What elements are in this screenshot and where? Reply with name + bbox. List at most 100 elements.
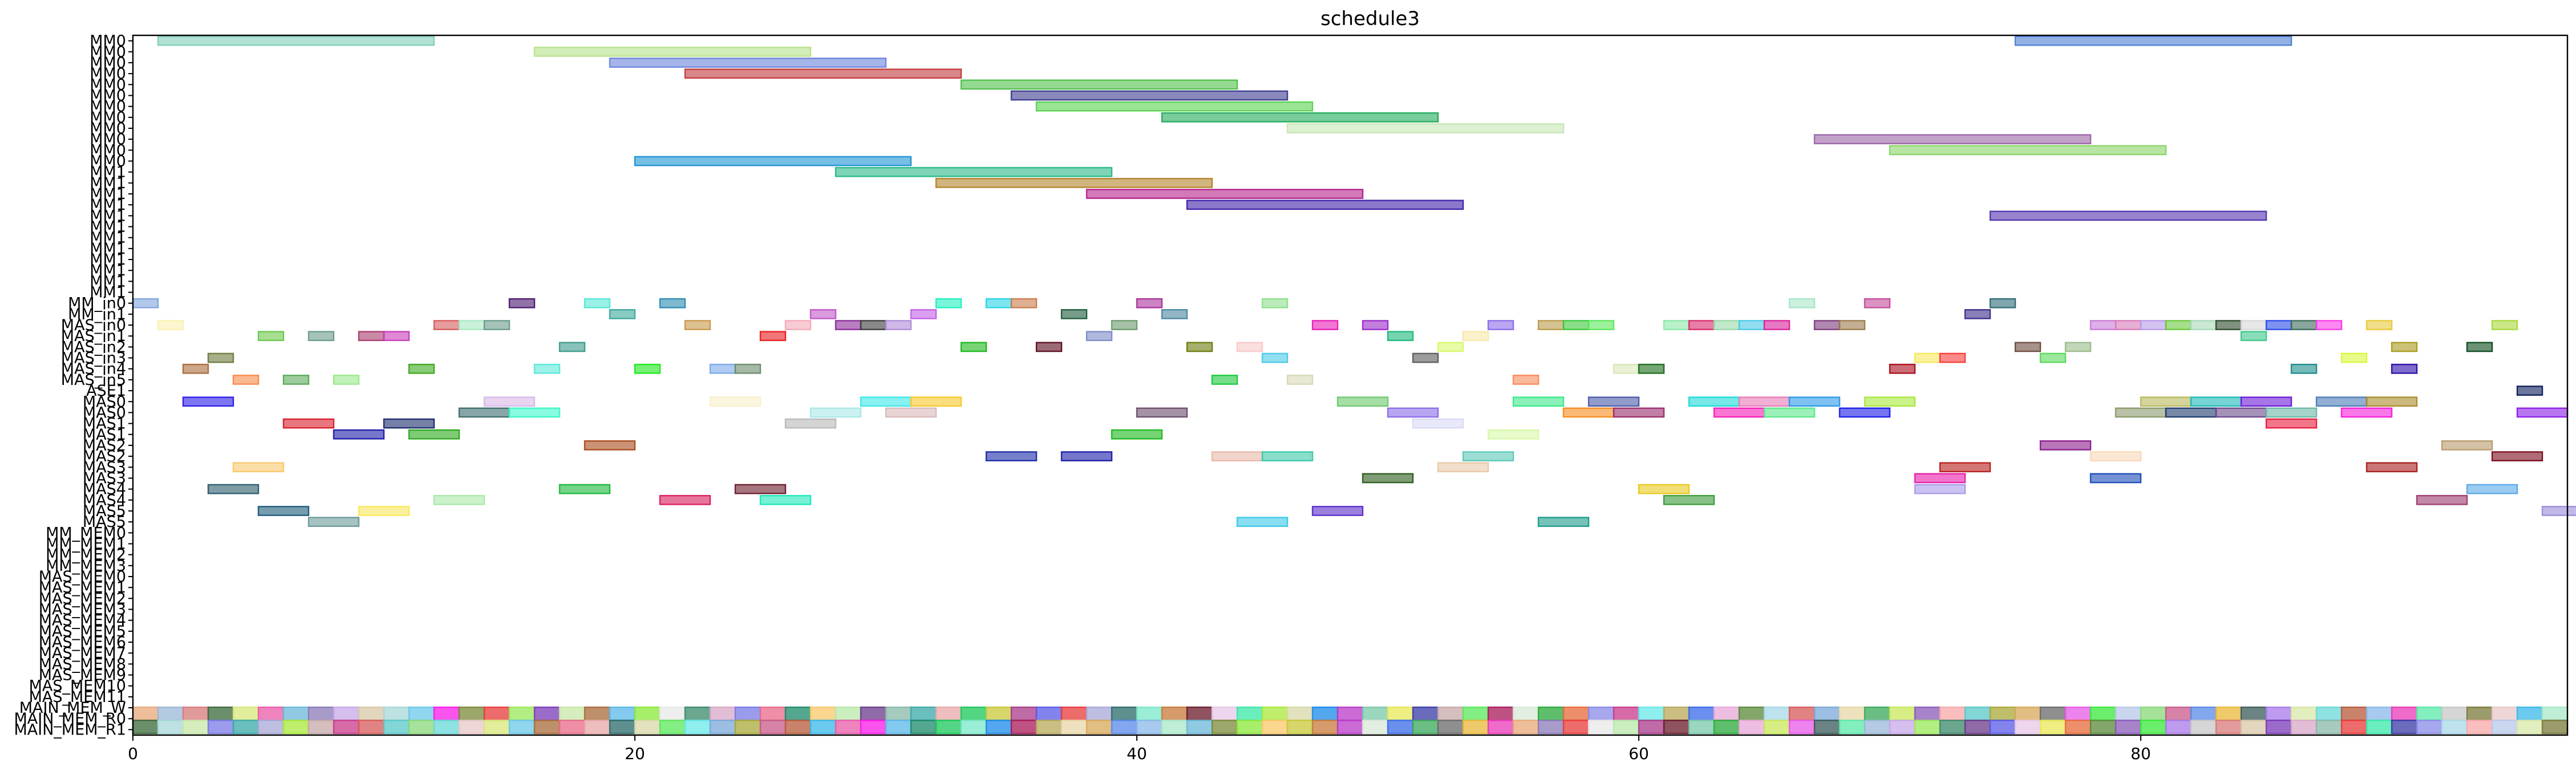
memory-slot xyxy=(835,719,862,735)
schedule-bar xyxy=(1362,473,1414,484)
memory-slot xyxy=(985,719,1012,735)
schedule-bar xyxy=(1864,396,1916,407)
schedule-bar xyxy=(885,407,937,418)
memory-slot xyxy=(1864,719,1891,735)
x-tick-label: 40 xyxy=(1127,744,1147,763)
memory-slot xyxy=(609,719,636,735)
memory-slot xyxy=(458,706,485,721)
memory-slot xyxy=(1914,719,1941,735)
y-tick-label: ASE1 xyxy=(86,382,126,400)
schedule-bar xyxy=(1437,342,1464,352)
memory-slot xyxy=(860,706,887,721)
memory-slot xyxy=(1311,706,1339,721)
schedule-bar xyxy=(207,484,260,494)
y-tick-label: MAIN_MEM_R0 xyxy=(14,710,126,728)
memory-slot xyxy=(2190,719,2217,735)
memory-slot xyxy=(2215,719,2242,735)
schedule-bar xyxy=(2290,320,2318,330)
y-tick-label: MAS_in2 xyxy=(61,338,126,356)
memory-slot xyxy=(1136,706,1163,721)
memory-slot xyxy=(1362,706,1389,721)
schedule-bar xyxy=(2290,363,2318,374)
y-tick-label: MM0 xyxy=(90,54,126,72)
y-tick-label: MM_in1 xyxy=(68,306,126,323)
schedule-bar xyxy=(132,298,159,309)
schedule-bar xyxy=(1813,320,1841,330)
schedule-bar xyxy=(2240,396,2293,407)
memory-slot xyxy=(584,719,611,735)
memory-slot xyxy=(383,719,410,735)
schedule-bar xyxy=(2441,440,2493,451)
schedule-bar xyxy=(2190,396,2242,407)
y-tick-label: MM0 xyxy=(90,109,126,127)
memory-slot xyxy=(508,706,536,721)
memory-slot xyxy=(1186,706,1213,721)
schedule-bar xyxy=(2215,320,2242,330)
y-tick-label: MM1 xyxy=(90,207,126,225)
y-tick-label: MM0 xyxy=(90,33,126,50)
memory-slot xyxy=(809,706,837,721)
schedule-bar xyxy=(1713,407,1765,418)
schedule-bar xyxy=(985,298,1012,309)
schedule-bar xyxy=(784,320,812,330)
schedule-bar xyxy=(1236,342,1263,352)
schedule-bar xyxy=(408,363,435,374)
y-axis-labels: MM0MM0MM0MM0MM0MM0MM0MM0MM0MM0MM0MM0MM1M… xyxy=(14,33,133,739)
memory-slot xyxy=(2466,719,2493,735)
schedule-bar xyxy=(458,407,511,418)
schedule-bar xyxy=(1462,451,1514,461)
schedule-bar xyxy=(1136,298,1163,309)
schedule-bar xyxy=(1487,320,1514,330)
schedule-bar xyxy=(333,375,360,385)
schedule-bar xyxy=(1086,189,1364,199)
schedule-bar xyxy=(709,363,736,374)
schedule-bar xyxy=(1336,396,1389,407)
schedule-bar xyxy=(709,396,762,407)
schedule-bar xyxy=(1311,320,1339,330)
memory-slot xyxy=(1387,706,1414,721)
y-tick-label: MM1 xyxy=(90,284,126,302)
memory-slot xyxy=(1562,719,1590,735)
schedule-bar xyxy=(759,331,787,342)
memory-slot xyxy=(182,706,209,721)
schedule-bar xyxy=(1161,309,1188,319)
memory-slot xyxy=(2014,719,2042,735)
schedule-bar xyxy=(835,320,862,330)
y-tick-label: MM1 xyxy=(90,229,126,247)
schedule-bar xyxy=(1035,342,1063,352)
memory-slot xyxy=(157,719,184,735)
memory-slot xyxy=(307,719,335,735)
schedule-bar xyxy=(1613,363,1640,374)
memory-slot xyxy=(1638,706,1665,721)
memory-slot xyxy=(659,706,686,721)
memory-slot xyxy=(2541,706,2569,721)
memory-slot xyxy=(2089,719,2117,735)
memory-slot xyxy=(1462,719,1489,735)
schedule-bar xyxy=(2466,342,2493,352)
schedule-bar xyxy=(809,407,862,418)
y-tick-label: MAS_MEM10 xyxy=(29,677,126,695)
y-tick-label: MM0 xyxy=(90,65,126,83)
schedule-bar xyxy=(2340,352,2368,363)
memory-slot xyxy=(2541,719,2569,735)
memory-slot xyxy=(1136,719,1163,735)
memory-slot xyxy=(759,719,787,735)
memory-slot xyxy=(659,719,686,735)
memory-slot xyxy=(358,706,385,721)
memory-slot xyxy=(2039,719,2067,735)
memory-slot xyxy=(1286,706,1314,721)
schedule-bar xyxy=(2265,418,2318,429)
schedule-bar xyxy=(1161,112,1439,123)
y-tick-label: MM1 xyxy=(90,175,126,192)
memory-slot xyxy=(1336,719,1364,735)
y-tick-label: MAS_in3 xyxy=(61,350,126,367)
memory-slot xyxy=(809,719,837,735)
schedule-bar xyxy=(734,363,762,374)
schedule-bar xyxy=(533,363,561,374)
schedule-bar xyxy=(1261,451,1314,461)
memory-slot xyxy=(2140,706,2167,721)
memory-slot xyxy=(1035,719,1063,735)
y-tick-label: MAS_MEM6 xyxy=(39,634,126,651)
memory-slot xyxy=(1261,719,1289,735)
schedule-bar xyxy=(1387,331,1414,342)
